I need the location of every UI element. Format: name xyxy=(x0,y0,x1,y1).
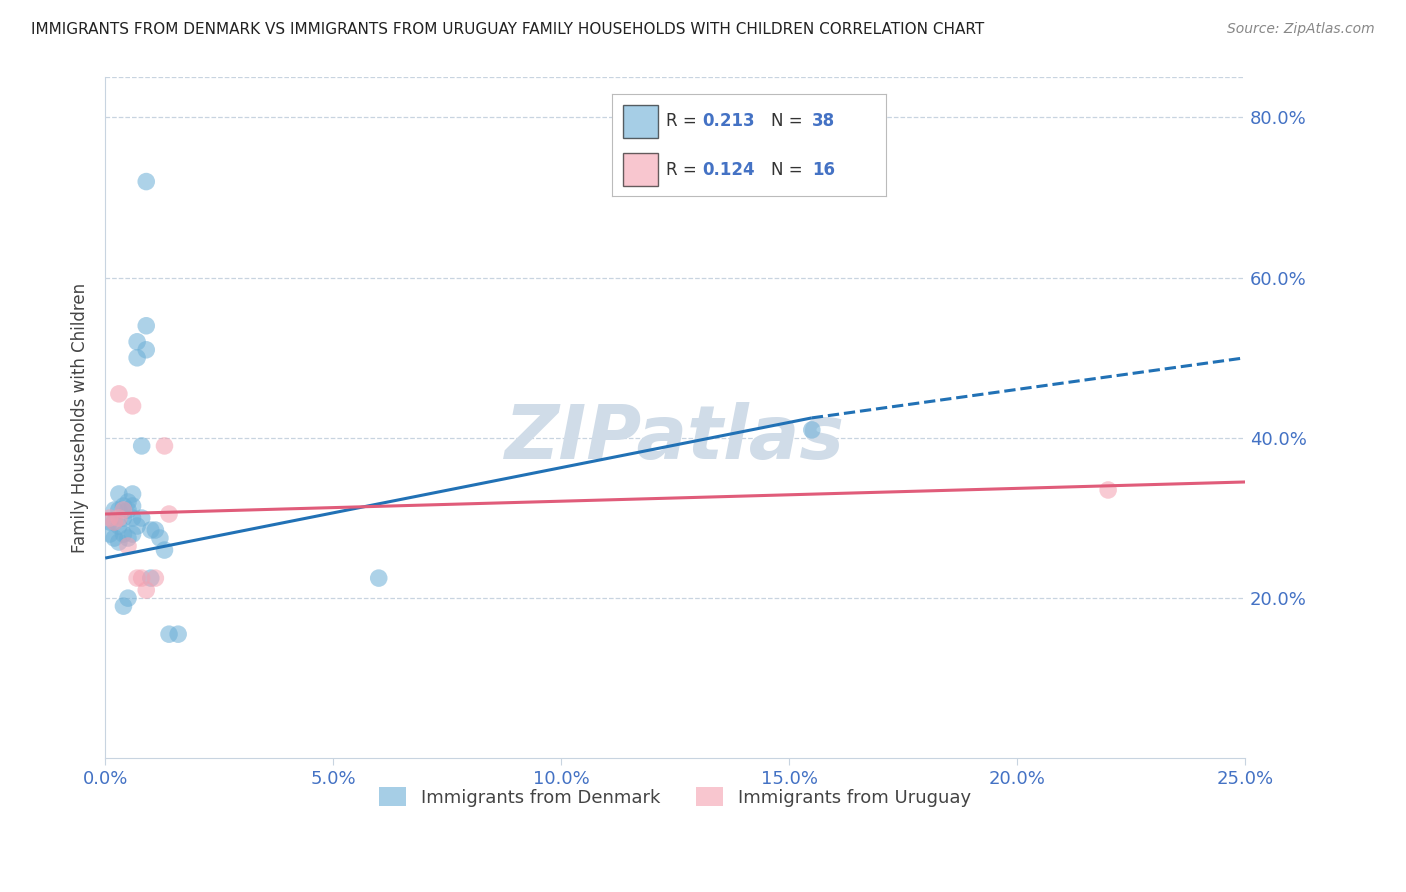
Point xyxy=(108,387,131,401)
Point xyxy=(108,535,131,549)
Point xyxy=(127,519,149,533)
Point xyxy=(108,503,131,517)
Point xyxy=(103,515,125,529)
Point xyxy=(157,507,180,521)
Point xyxy=(131,439,153,453)
Point xyxy=(121,527,143,541)
Point xyxy=(139,571,162,585)
Point xyxy=(139,523,162,537)
Point xyxy=(117,495,139,509)
Text: ZIPatlas: ZIPatlas xyxy=(505,401,845,475)
Text: R =: R = xyxy=(666,112,703,130)
Point xyxy=(157,627,180,641)
FancyBboxPatch shape xyxy=(623,153,658,186)
Point xyxy=(149,531,172,545)
Point xyxy=(112,599,135,614)
Point xyxy=(103,531,125,545)
Point xyxy=(112,511,135,525)
Point xyxy=(143,523,166,537)
Point xyxy=(800,423,823,437)
Text: N =: N = xyxy=(770,112,803,130)
Text: 0.213: 0.213 xyxy=(702,112,755,130)
Point xyxy=(103,503,125,517)
Point xyxy=(112,499,135,513)
Point xyxy=(367,571,389,585)
Point xyxy=(117,503,139,517)
Point xyxy=(117,531,139,545)
Point xyxy=(1097,483,1119,497)
Point xyxy=(108,511,131,525)
Point xyxy=(121,487,143,501)
Point xyxy=(103,515,125,529)
Point xyxy=(112,527,135,541)
Text: N =: N = xyxy=(770,161,803,178)
Y-axis label: Family Households with Children: Family Households with Children xyxy=(72,283,89,553)
Point xyxy=(127,571,149,585)
Point xyxy=(117,539,139,553)
Point xyxy=(167,627,190,641)
Point xyxy=(127,351,149,365)
Text: IMMIGRANTS FROM DENMARK VS IMMIGRANTS FROM URUGUAY FAMILY HOUSEHOLDS WITH CHILDR: IMMIGRANTS FROM DENMARK VS IMMIGRANTS FR… xyxy=(31,22,984,37)
Point xyxy=(98,527,121,541)
Point xyxy=(98,515,121,529)
Text: 38: 38 xyxy=(811,112,835,130)
Point xyxy=(108,519,131,533)
Point xyxy=(153,439,176,453)
Point xyxy=(131,511,153,525)
Text: 0.124: 0.124 xyxy=(702,161,755,178)
Point xyxy=(131,571,153,585)
Point xyxy=(117,591,139,606)
Point xyxy=(135,343,157,357)
Point xyxy=(153,543,176,558)
Point xyxy=(98,511,121,525)
Point xyxy=(121,511,143,525)
Legend: Immigrants from Denmark, Immigrants from Uruguay: Immigrants from Denmark, Immigrants from… xyxy=(373,780,979,814)
Text: 16: 16 xyxy=(811,161,835,178)
Point xyxy=(127,334,149,349)
Point xyxy=(135,175,157,189)
FancyBboxPatch shape xyxy=(623,105,658,137)
Point xyxy=(121,499,143,513)
Text: R =: R = xyxy=(666,161,703,178)
Text: Source: ZipAtlas.com: Source: ZipAtlas.com xyxy=(1227,22,1375,37)
Point xyxy=(143,571,166,585)
Point xyxy=(135,318,157,333)
Point xyxy=(108,487,131,501)
Point xyxy=(121,399,143,413)
Point xyxy=(135,583,157,598)
Point xyxy=(112,503,135,517)
